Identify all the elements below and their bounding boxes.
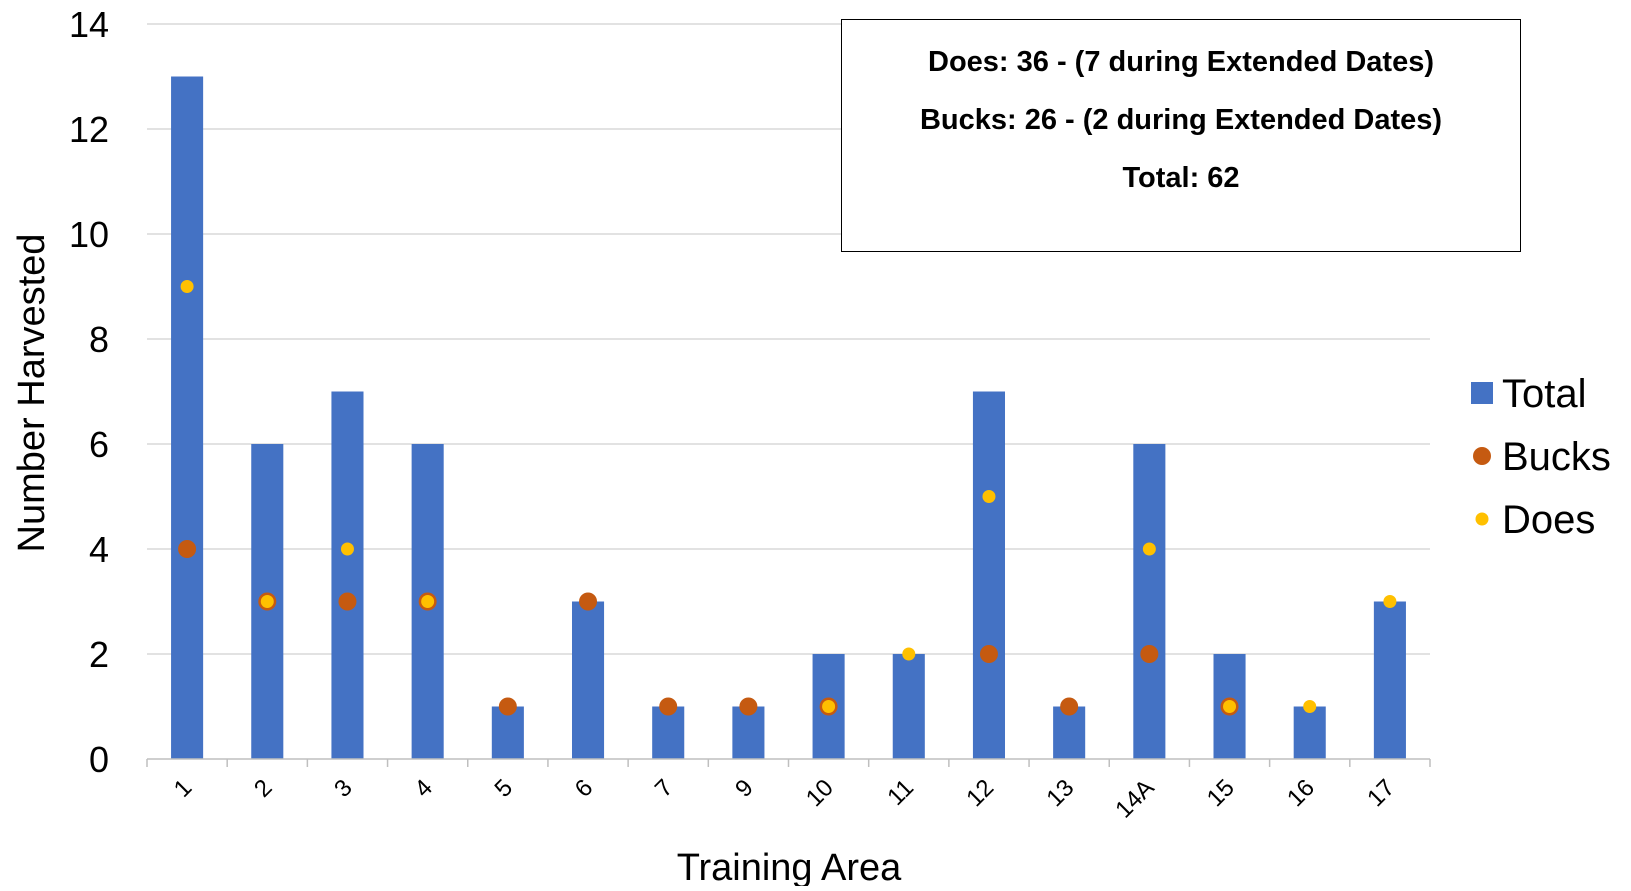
y-tick-label: 0 xyxy=(89,739,109,780)
does-point-10 xyxy=(822,700,836,713)
does-point-14A xyxy=(1142,542,1156,556)
x-tick-label: 5 xyxy=(490,774,519,803)
bucks-point-13 xyxy=(1060,697,1079,716)
does-point-12 xyxy=(982,490,996,503)
x-tick-label: 12 xyxy=(961,774,999,812)
x-tick-label: 3 xyxy=(329,774,358,803)
y-tick-label: 8 xyxy=(89,319,109,360)
y-tick-label: 4 xyxy=(89,529,109,570)
y-tick-label: 10 xyxy=(69,214,109,255)
summary-total: Total: 62 xyxy=(1122,162,1240,194)
bucks-point-1 xyxy=(178,540,197,558)
x-tick-label: 11 xyxy=(882,774,919,811)
axes xyxy=(146,758,1431,767)
legend-label-does: Does xyxy=(1502,498,1595,542)
x-tick-label: 15 xyxy=(1202,774,1240,812)
summary-does: Does: 36 - (7 during Extended Dates) xyxy=(928,46,1434,78)
x-tick-label: 14A xyxy=(1110,774,1159,823)
bar-17 xyxy=(1373,601,1406,759)
legend-swatch-bucks xyxy=(1473,447,1491,465)
legend-label-bucks: Bucks xyxy=(1502,435,1611,479)
bar-1 xyxy=(171,76,204,759)
points xyxy=(178,280,1397,716)
does-point-4 xyxy=(421,595,435,608)
legend-swatch-does xyxy=(1475,512,1489,526)
bucks-point-14A xyxy=(1140,645,1159,663)
legend-label-total: Total xyxy=(1502,372,1587,416)
x-tick-label: 7 xyxy=(650,774,679,803)
y-tick-label: 6 xyxy=(89,424,109,465)
x-axis-title: Training Area xyxy=(677,847,902,886)
bucks-point-5 xyxy=(498,697,517,716)
bucks-point-6 xyxy=(579,592,598,611)
bar-11 xyxy=(892,654,925,759)
y-tick-label: 12 xyxy=(69,109,109,150)
bucks-point-3 xyxy=(338,592,357,611)
summary-box: Does: 36 - (7 during Extended Dates) Buc… xyxy=(841,19,1521,252)
does-point-11 xyxy=(902,647,916,661)
bar-6 xyxy=(571,601,605,759)
x-tick-label: 4 xyxy=(409,774,438,803)
bucks-point-9 xyxy=(739,697,758,716)
legend: Total Bucks Does xyxy=(1471,372,1611,542)
bar-3 xyxy=(331,391,364,759)
does-point-16 xyxy=(1303,700,1317,713)
summary-bucks: Bucks: 26 - (2 during Extended Dates) xyxy=(919,104,1443,136)
does-point-1 xyxy=(180,280,194,293)
does-point-15 xyxy=(1223,700,1237,713)
bar-16 xyxy=(1293,706,1326,759)
does-point-3 xyxy=(340,542,354,556)
y-tick-label: 2 xyxy=(89,634,109,675)
x-tick-label: 9 xyxy=(730,774,759,803)
bar-14A xyxy=(1133,444,1166,759)
x-tick-label: 16 xyxy=(1282,774,1320,812)
x-tick-label: 10 xyxy=(801,774,839,812)
y-tick-label: 14 xyxy=(69,4,109,45)
does-point-17 xyxy=(1383,595,1397,608)
does-point-2 xyxy=(260,595,274,608)
bucks-point-12 xyxy=(979,645,998,663)
bucks-point-7 xyxy=(659,697,678,716)
x-tick-label: 2 xyxy=(249,774,278,803)
legend-swatch-total xyxy=(1471,382,1493,404)
y-axis-title: Number Harvested xyxy=(11,234,53,553)
x-tick-label: 17 xyxy=(1362,774,1400,812)
x-tick-label: 6 xyxy=(570,774,599,803)
x-tick-label: 13 xyxy=(1041,774,1079,812)
bar-12 xyxy=(972,391,1006,759)
x-tick-label: 1 xyxy=(169,774,198,803)
